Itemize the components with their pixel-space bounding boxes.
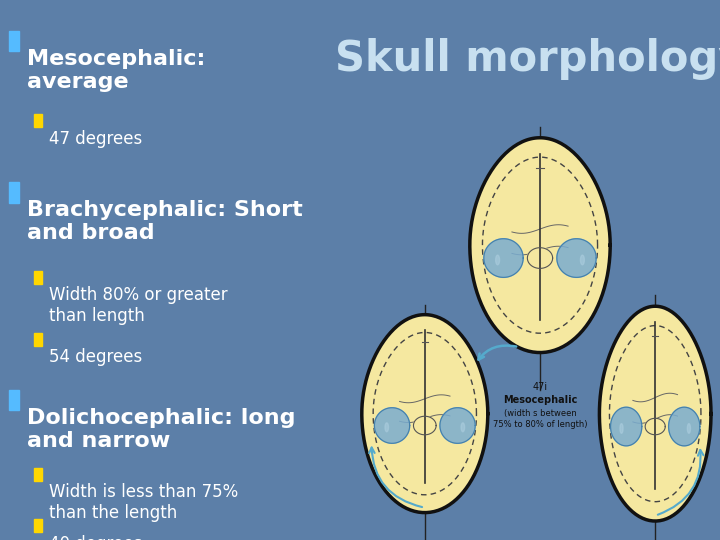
Text: Brachycephalic: Short
and broad: Brachycephalic: Short and broad — [27, 200, 302, 243]
Text: Skull morphology: Skull morphology — [335, 38, 720, 80]
Polygon shape — [385, 423, 389, 432]
Bar — [35, 114, 42, 127]
Polygon shape — [470, 138, 611, 353]
Polygon shape — [484, 239, 523, 278]
Polygon shape — [620, 423, 623, 433]
Polygon shape — [413, 416, 436, 435]
Bar — [35, 333, 42, 346]
Polygon shape — [461, 423, 464, 432]
Bar — [9, 182, 19, 202]
Text: 47 degrees: 47 degrees — [49, 130, 142, 147]
Text: Width is less than 75%
than the length: Width is less than 75% than the length — [49, 483, 238, 522]
Text: (width s between
75% to 80% of length): (width s between 75% to 80% of length) — [492, 409, 588, 429]
Bar — [35, 519, 42, 532]
Polygon shape — [600, 306, 711, 521]
Text: Mesocephalic: Mesocephalic — [503, 395, 577, 404]
Bar — [9, 31, 19, 51]
Text: 40 degrees: 40 degrees — [49, 535, 142, 540]
Polygon shape — [611, 407, 642, 446]
Polygon shape — [645, 418, 665, 435]
Bar — [35, 271, 42, 284]
Bar — [35, 468, 42, 481]
Polygon shape — [688, 423, 690, 433]
Polygon shape — [557, 239, 596, 278]
Bar — [9, 390, 19, 410]
Polygon shape — [669, 407, 700, 446]
Polygon shape — [495, 255, 500, 265]
Text: Width 80% or greater
than length: Width 80% or greater than length — [49, 286, 228, 325]
Polygon shape — [362, 315, 488, 512]
Text: Mesocephalic:
average: Mesocephalic: average — [27, 49, 205, 92]
Polygon shape — [527, 248, 553, 268]
Polygon shape — [580, 255, 585, 265]
Text: 47i: 47i — [532, 382, 548, 392]
Text: 54 degrees: 54 degrees — [49, 348, 142, 366]
Polygon shape — [440, 408, 475, 443]
Text: Dolichocephalic: long
and narrow: Dolichocephalic: long and narrow — [27, 408, 295, 451]
Polygon shape — [374, 408, 410, 443]
